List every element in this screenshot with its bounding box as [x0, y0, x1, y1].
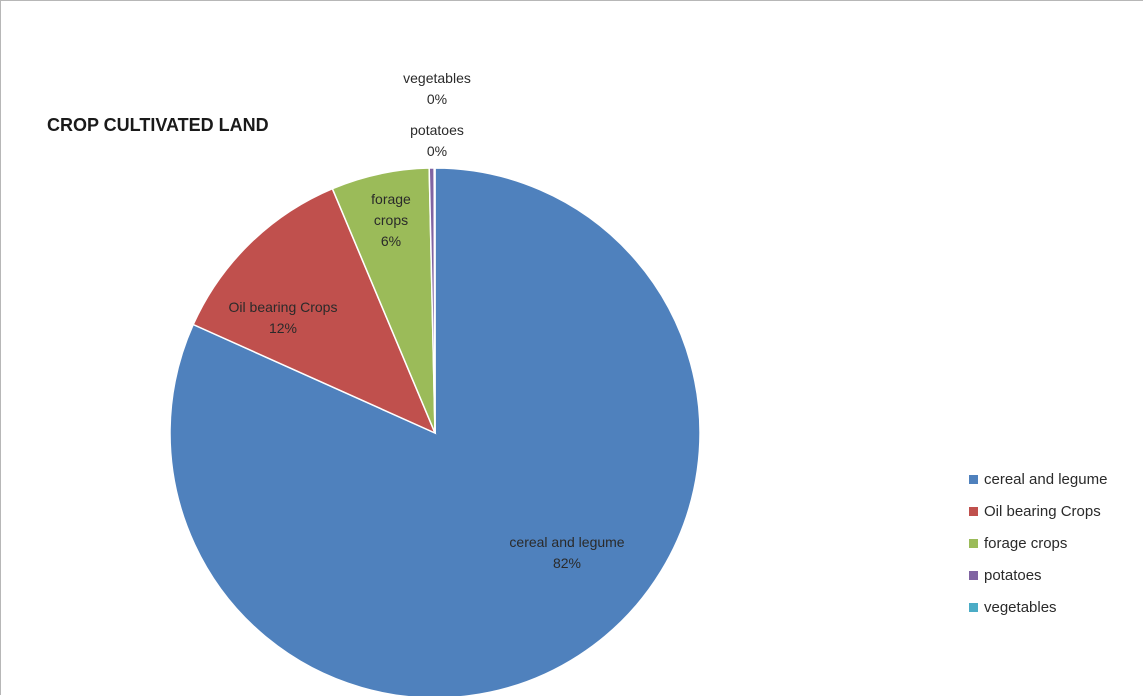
legend-swatch — [969, 571, 978, 580]
legend-label: vegetables — [984, 599, 1057, 616]
chart-legend: cereal and legume Oil bearing Crops forage… — [969, 467, 1139, 627]
legend-swatch — [969, 475, 978, 484]
chart-title: CROP CULTIVATED LAND — [47, 115, 269, 135]
slice-label-forage-crops: forage crops 6% — [371, 191, 411, 249]
legend-label: potatoes — [984, 567, 1042, 584]
legend-label: forage crops — [984, 535, 1068, 552]
legend-item-vegetables: vegetables — [969, 595, 1139, 620]
legend-swatch — [969, 603, 978, 612]
legend-swatch — [969, 507, 978, 516]
legend-swatch — [969, 539, 978, 548]
slice-label-potatoes: potatoes 0% — [410, 122, 464, 159]
slice-label-oil-bearing-crops: Oil bearing Crops 12% — [229, 299, 338, 336]
legend-item-oil-bearing-crops: Oil bearing Crops — [969, 499, 1139, 524]
pie-slice-oil-bearing-crops — [192, 187, 437, 435]
pie-slice-vegetables — [433, 167, 436, 434]
legend-item-cereal-and-legume: cereal and legume — [969, 467, 1139, 492]
slice-label-cereal-and-legume: cereal and legume 82% — [509, 534, 624, 571]
legend-label: Oil bearing Crops — [984, 503, 1101, 520]
slice-label-vegetables: vegetables 0% — [403, 70, 471, 107]
pie-slices — [169, 167, 701, 696]
legend-label: cereal and legume — [984, 471, 1108, 488]
legend-item-forage-crops: forage crops — [969, 531, 1139, 556]
legend-item-potatoes: potatoes — [969, 563, 1139, 588]
pie-labels: cereal and legume 82% Oil bearing Crops 12%… — [229, 70, 625, 571]
